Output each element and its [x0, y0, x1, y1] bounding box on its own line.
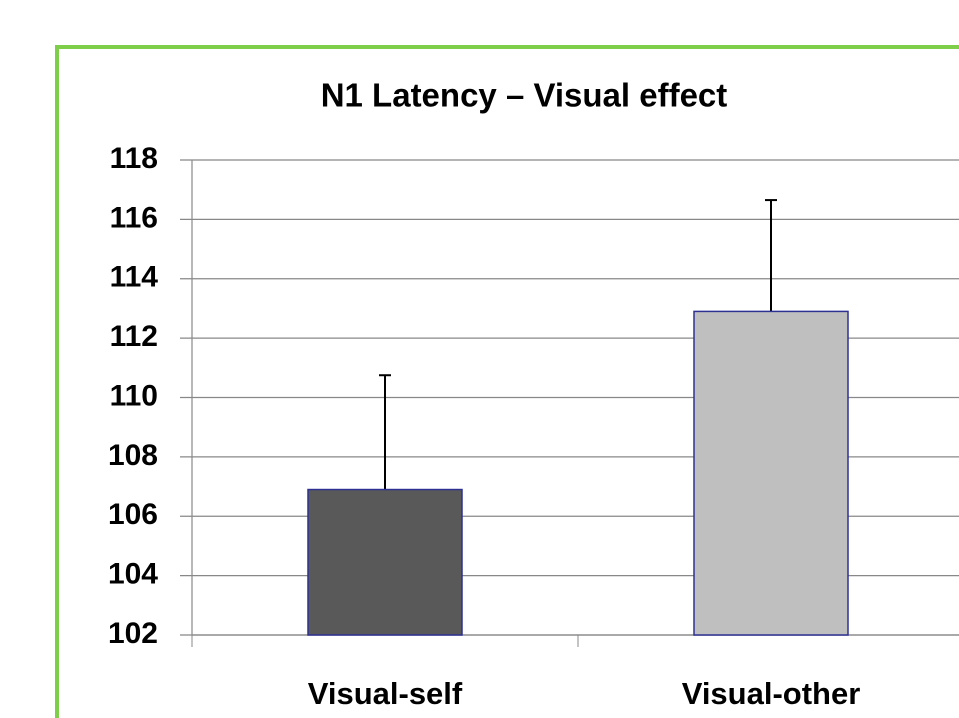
x-tick-label: Visual-self: [308, 676, 463, 711]
y-tick-label: 116: [110, 201, 158, 234]
x-tick-label: Visual-other: [682, 676, 861, 711]
y-tick-label: 106: [108, 498, 158, 531]
chart-title: N1 Latency – Visual effect: [321, 77, 728, 114]
bar: [693, 310, 849, 636]
y-tick-label: 104: [108, 558, 158, 591]
y-tick-label: 110: [110, 379, 158, 412]
y-tick-label: 108: [108, 439, 158, 472]
bar: [307, 488, 463, 636]
y-tick-label: 114: [110, 261, 159, 294]
y-tick-label: 112: [110, 320, 158, 353]
y-tick-label: 118: [110, 142, 158, 175]
y-tick-label: 102: [108, 617, 158, 650]
